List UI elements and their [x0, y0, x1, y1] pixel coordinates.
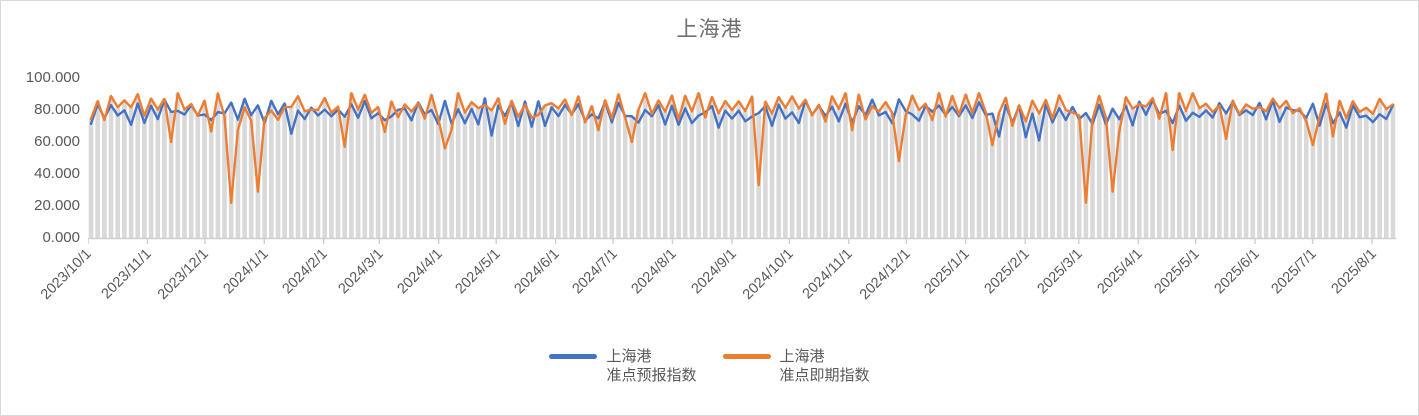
x-axis-tick-label: 2025/6/1: [1211, 246, 1263, 298]
y-axis-tick-label: 0.000: [42, 229, 80, 246]
series-line-spot: [89, 91, 1395, 205]
x-axis-tick-label: 2025/7/1: [1268, 246, 1320, 298]
y-axis-tick-label: 80.000: [34, 101, 80, 118]
x-axis-tick-label: 2023/11/1: [98, 246, 155, 303]
x-axis-tick-label: 2024/8/1: [628, 246, 680, 298]
legend-label-line: 准点即期指数: [779, 367, 870, 384]
x-axis-tick-label: 2024/3/1: [335, 246, 387, 298]
legend-label-line: 准点预报指数: [606, 367, 697, 384]
x-axis-tick-label: 2023/12/1: [155, 246, 213, 303]
y-axis-tick-label: 100.000: [25, 69, 80, 86]
x-axis-tick-label: 2024/9/1: [688, 246, 740, 298]
legend-label: 上海港 准点预报指数: [606, 347, 696, 385]
x-axis-tick-label: 2024/11/1: [800, 246, 857, 303]
legend: 上海港 准点预报指数 上海港 准点即期指数: [0, 347, 1419, 385]
legend-item-spot: 上海港 准点即期指数: [722, 347, 870, 385]
x-axis-line: [87, 237, 1396, 244]
x-axis-tick-label: 2025/4/1: [1094, 246, 1146, 298]
x-axis-tick-label: 2024/1/1: [220, 246, 272, 298]
y-axis-tick-label: 40.000: [34, 165, 80, 182]
y-axis-tick-label: 20.000: [34, 197, 80, 214]
legend-swatch: [549, 354, 598, 359]
x-axis-tick-label: 2024/7/1: [569, 246, 621, 298]
legend-swatch: [722, 354, 771, 359]
x-axis-tick-label: 2025/3/1: [1034, 246, 1087, 298]
legend-label-line: 上海港: [606, 348, 652, 365]
x-axis-tick-label: 2025/1/1: [921, 246, 974, 298]
legend-label: 上海港 准点即期指数: [780, 347, 870, 385]
x-axis-tick-label: 2025/8/1: [1328, 246, 1380, 298]
x-axis-tick-label: 2023/10/1: [38, 246, 96, 303]
x-axis-tick-label: 2024/4/1: [394, 246, 447, 298]
plot-area: [87, 78, 1396, 245]
x-axis-tick-label: 2024/5/1: [452, 246, 504, 298]
x-axis-tick-label: 2024/10/1: [739, 246, 797, 303]
x-axis-tick-label: 2024/2/1: [279, 246, 332, 298]
x-axis-tick-label: 2025/5/1: [1151, 246, 1204, 298]
x-axis-tick-label: 2024/6/1: [511, 246, 563, 298]
dropline-bars: [88, 93, 1396, 238]
y-axis-tick-label: 60.000: [34, 133, 80, 150]
legend-label-line: 上海港: [779, 348, 825, 365]
x-axis-tick-label: 2025/2/1: [981, 246, 1033, 298]
x-axis-tick-label: 2024/12/1: [856, 246, 914, 303]
chart-title: 上海港: [676, 18, 743, 41]
legend-item-forecast: 上海港 准点预报指数: [549, 347, 697, 385]
plot-svg: [87, 91, 1396, 244]
